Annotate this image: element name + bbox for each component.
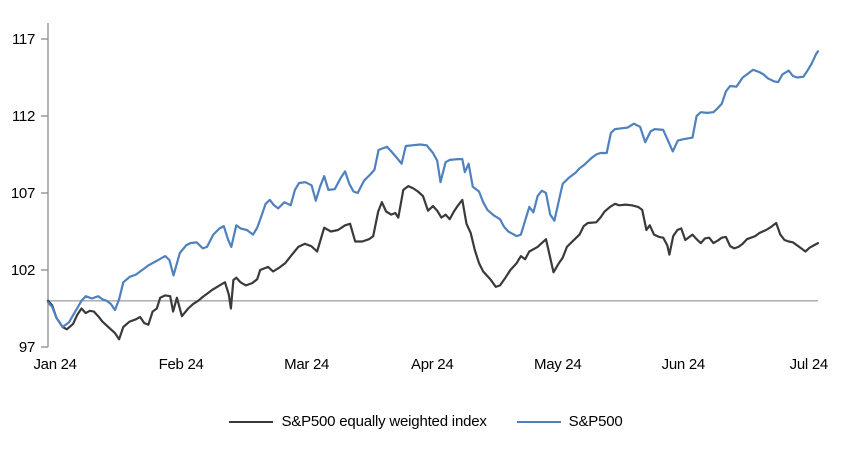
legend-label-sp500: S&P500 bbox=[568, 413, 623, 430]
legend-line-equal-weight-swatch bbox=[229, 420, 274, 423]
y-axis-tick-label: 102 bbox=[11, 262, 35, 279]
y-axis-tick-label: 117 bbox=[12, 31, 35, 48]
chart-legend: S&P500 equally weighted index S&P500 bbox=[0, 413, 852, 430]
x-axis-tick-label: Jul 24 bbox=[790, 356, 828, 373]
x-axis-tick-label: May 24 bbox=[534, 356, 581, 373]
legend-label-equal-weight: S&P500 equally weighted index bbox=[281, 413, 487, 430]
x-axis-tick-label: Apr 24 bbox=[411, 356, 453, 373]
legend-item-equal-weight: S&P500 equally weighted index bbox=[229, 413, 487, 430]
y-axis-tick-label: 107 bbox=[11, 185, 35, 202]
x-axis-tick-label: Mar 24 bbox=[284, 356, 329, 373]
legend-line-sp500-swatch bbox=[516, 420, 561, 423]
y-axis-tick-label: 112 bbox=[12, 108, 35, 125]
x-axis-tick-label: Feb 24 bbox=[159, 356, 204, 373]
y-axis-tick-label: 97 bbox=[19, 339, 35, 356]
x-axis-tick-label: Jan 24 bbox=[33, 356, 76, 373]
series-line-equal-weight bbox=[46, 185, 820, 341]
x-axis-tick-label: Jun 24 bbox=[662, 356, 705, 373]
series-line-sp500 bbox=[46, 50, 820, 329]
legend-item-sp500: S&P500 bbox=[516, 413, 623, 430]
